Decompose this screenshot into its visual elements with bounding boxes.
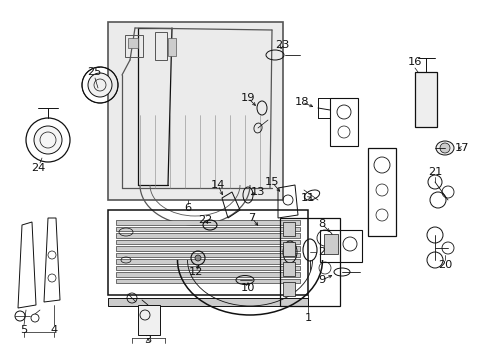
Circle shape [88,73,112,97]
Bar [116,226,299,231]
Text: 15: 15 [264,177,279,187]
Bar [414,72,436,127]
Bar [108,22,283,200]
Bar [155,32,167,60]
Bar [116,279,299,283]
Text: 5: 5 [20,325,27,335]
Text: 11: 11 [300,193,315,203]
Text: 16: 16 [407,57,421,67]
Text: 17: 17 [454,143,468,153]
Bar [283,222,294,236]
Text: 20: 20 [437,260,451,270]
Bar [324,234,337,254]
Text: 9: 9 [318,275,325,285]
Text: 6: 6 [184,203,191,213]
Bar [116,246,299,251]
Text: 25: 25 [87,67,101,77]
Text: 24: 24 [31,163,45,173]
Circle shape [195,255,201,261]
Circle shape [34,126,62,154]
Text: 22: 22 [198,215,212,225]
Text: 4: 4 [50,325,58,335]
Bar [138,305,160,335]
Text: 18: 18 [294,97,308,107]
Bar [108,298,307,306]
Bar [283,242,294,256]
Bar [116,272,299,276]
Text: 2: 2 [318,247,325,257]
Bar [116,259,299,264]
Bar [283,262,294,276]
Text: 10: 10 [240,283,255,293]
Bar [116,233,299,238]
Text: 19: 19 [240,93,255,103]
Bar [128,38,138,48]
Bar [283,282,294,296]
Bar [116,239,299,244]
Text: 13: 13 [250,187,264,197]
Bar [116,220,299,225]
Bar [319,230,361,262]
Ellipse shape [435,141,453,155]
Text: 21: 21 [427,167,441,177]
Text: 3: 3 [144,335,151,345]
Bar [168,38,176,56]
Bar [116,266,299,270]
Text: 8: 8 [318,219,325,229]
Text: 7: 7 [248,213,255,223]
Bar [329,98,357,146]
Bar [280,218,339,306]
Bar [116,252,299,257]
Bar [125,35,142,57]
Bar [108,210,307,295]
Circle shape [439,143,449,153]
Text: 23: 23 [274,40,288,50]
Text: 12: 12 [188,267,203,277]
Bar [367,148,395,236]
Text: 1: 1 [304,313,311,323]
Text: 14: 14 [210,180,225,190]
